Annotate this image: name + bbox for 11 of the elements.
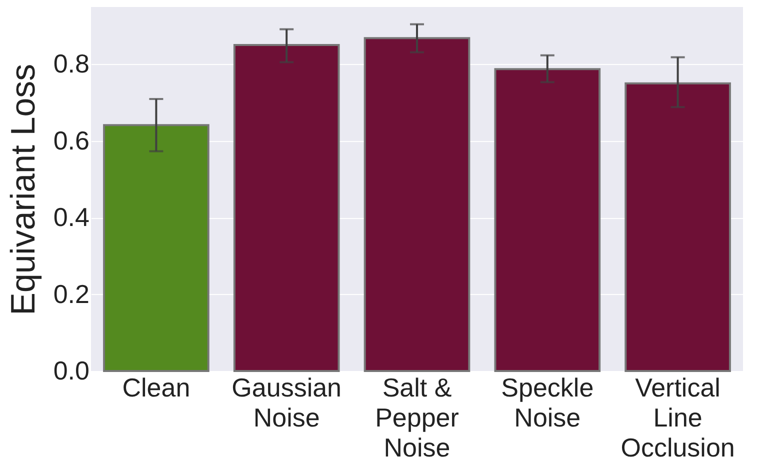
x-tick-label: Clean [122, 372, 190, 402]
y-tick-label: 0.8 [53, 48, 90, 79]
y-tick-label: 0.0 [53, 356, 90, 386]
y-tick-label: 0.2 [53, 278, 90, 309]
y-tick-label: 0.6 [53, 125, 90, 156]
x-tick-label: Gaussian Noise [232, 372, 342, 432]
x-tick-label: Vertical Line Occlusion [620, 372, 735, 462]
x-tick-label: Salt & Pepper Noise [375, 372, 460, 462]
x-tick-label: Speckle Noise [501, 372, 594, 432]
y-axis-title: Equivariant Loss [4, 64, 42, 316]
y-tick-label: 0.4 [53, 202, 90, 232]
